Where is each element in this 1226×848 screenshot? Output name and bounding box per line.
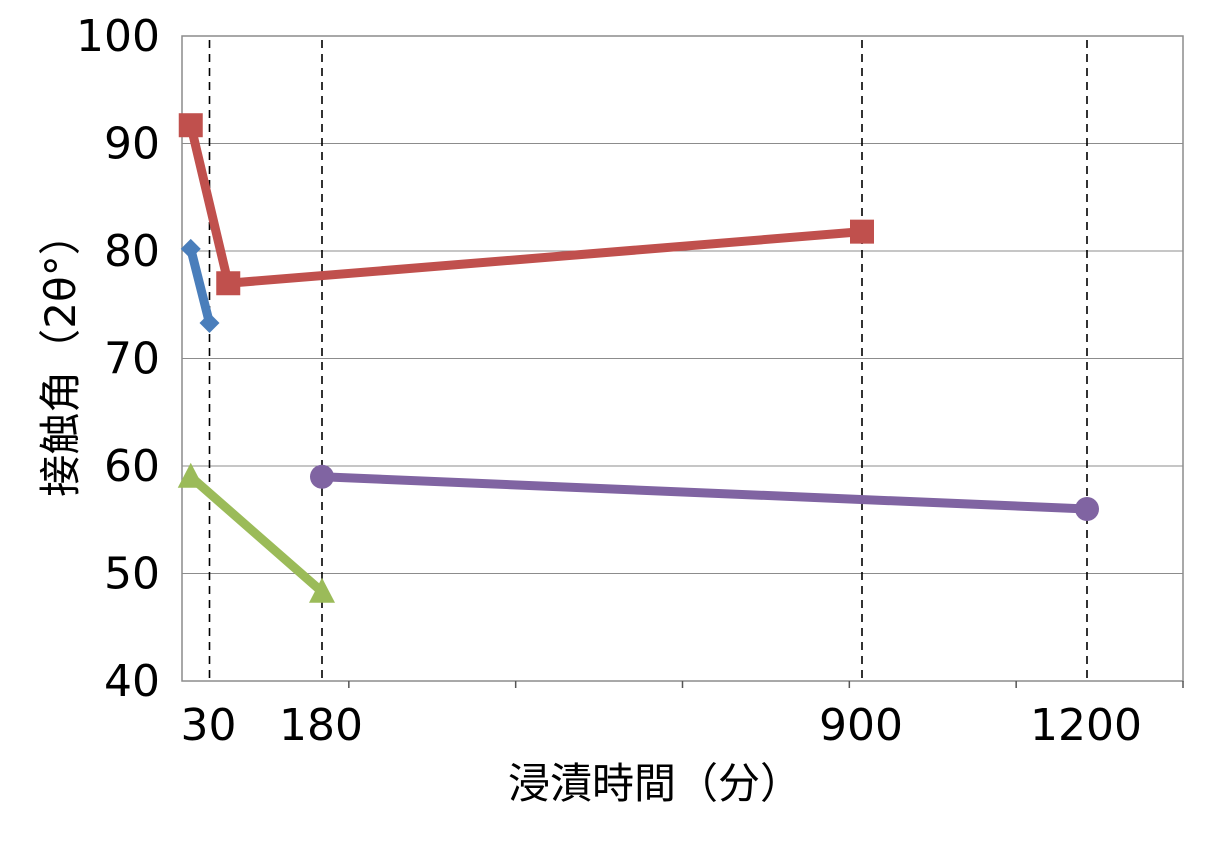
series-1-point-2 [850,219,874,244]
y-tick-label-90: 90 [104,119,160,170]
series-0-point-1 [199,313,220,334]
x-tick-label-1200: 1200 [1030,700,1142,751]
y-tick-label-60: 60 [104,441,160,492]
y-axis-title: 接触角（2θ°） [36,213,85,496]
y-tick-label-40: 40 [104,656,160,707]
series-3-line [317,472,1092,514]
series-0-point-0 [180,238,201,259]
x-tick-label-900: 900 [819,700,903,751]
series-2-line [186,472,327,597]
x-tick-label-30: 30 [181,700,237,751]
y-tick-label-50: 50 [104,549,160,600]
series-3-point-0 [310,464,334,489]
series-1-line [186,120,867,288]
series-layer [177,113,1099,603]
plot-frame [181,35,1184,688]
x-tick-label-180: 180 [279,700,363,751]
x-tick-labels: 30 180 900 1200 [181,700,1142,751]
y-tick-label-100: 100 [76,11,160,62]
series-0-line [186,244,214,328]
x-axis-title: 浸漬時間（分） [508,759,802,808]
series-2-point-0 [177,462,204,488]
vertical-reference-lines [208,40,1088,681]
grid-lines [182,35,1183,682]
y-tick-labels: 40 50 60 70 80 90 100 [76,11,160,707]
series-2-point-1 [309,577,335,603]
series-1-point-1 [216,271,241,296]
series-3-point-1 [1075,497,1099,521]
y-tick-label-70: 70 [104,334,160,385]
y-tick-label-80: 80 [104,226,160,277]
series-1-point-0 [178,113,203,138]
